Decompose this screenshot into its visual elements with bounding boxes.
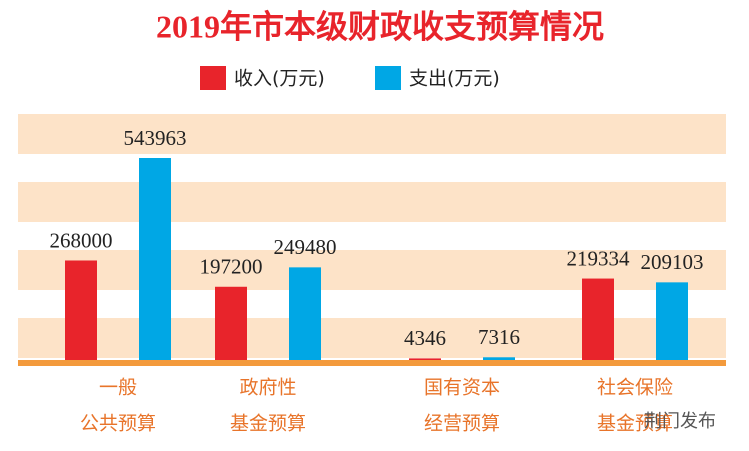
bar	[656, 282, 688, 360]
bar	[582, 278, 614, 360]
bar	[409, 358, 441, 360]
bar	[215, 286, 247, 360]
legend-swatch	[375, 66, 401, 90]
x-tick-label: 经营预算	[424, 413, 500, 435]
legend-label: 收入(万元)	[234, 68, 325, 90]
value-label: 209103	[641, 250, 704, 274]
legend-swatch	[200, 66, 226, 90]
watermark: 荆门发布	[644, 411, 716, 432]
bar	[289, 267, 321, 360]
value-label: 543963	[124, 126, 187, 150]
x-tick-label: 基金预算	[230, 413, 306, 435]
bar	[483, 357, 515, 360]
value-label: 4346	[404, 326, 446, 350]
x-tick-label: 一般	[99, 377, 137, 399]
x-tick-label: 基金预算	[597, 413, 673, 435]
value-label: 219334	[567, 246, 631, 270]
x-tick-label: 政府性	[239, 377, 296, 399]
chart-title: 2019年市本级财政收支预算情况	[156, 8, 604, 44]
x-tick-label: 公共预算	[80, 413, 156, 435]
baseline	[18, 360, 726, 366]
value-label: 249480	[274, 235, 337, 259]
value-label: 7316	[478, 325, 520, 349]
value-label: 197200	[200, 255, 263, 279]
x-tick-label: 社会保险	[597, 377, 673, 399]
background-stripes	[18, 114, 726, 358]
value-label: 268000	[50, 228, 113, 252]
bar	[139, 158, 171, 360]
legend-label: 支出(万元)	[409, 68, 500, 90]
x-tick-label: 国有资本	[424, 377, 500, 399]
bar	[65, 260, 97, 360]
